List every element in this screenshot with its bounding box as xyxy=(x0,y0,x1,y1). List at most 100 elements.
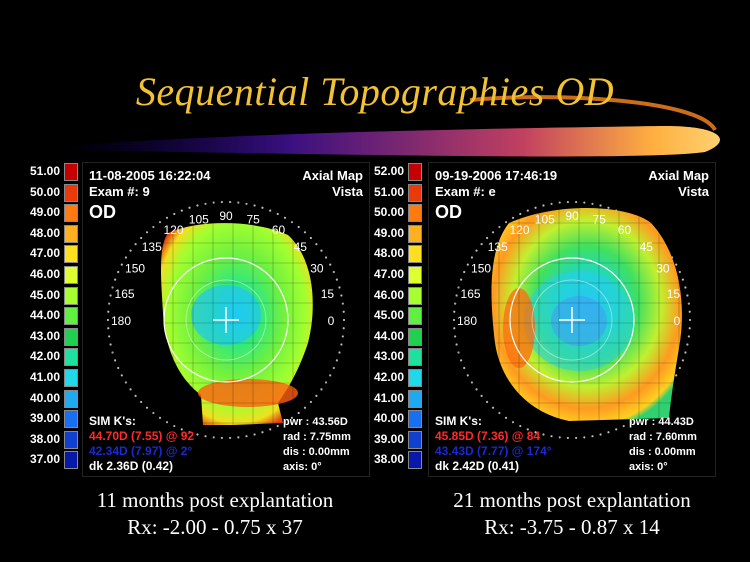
ring-dot xyxy=(519,212,522,216)
rad-value: rad : 7.60mm xyxy=(629,431,697,443)
angle-label: 60 xyxy=(272,223,286,237)
angle-label: 165 xyxy=(115,287,135,301)
ring-dot xyxy=(129,249,132,252)
ring-dot xyxy=(180,428,183,431)
ring-dot xyxy=(106,318,110,322)
ring-dot xyxy=(498,411,501,415)
ring-dot xyxy=(486,236,489,240)
ring-dot xyxy=(111,351,114,354)
ring-dot xyxy=(332,366,335,370)
ring-dot xyxy=(504,221,508,224)
angle-label: 60 xyxy=(618,223,632,237)
scale-row: 40.00 xyxy=(364,409,430,429)
map-type: Axial Map xyxy=(648,168,709,183)
ring-dot xyxy=(269,428,272,431)
sim-dk: dk 2.42D (0.41) xyxy=(435,459,519,473)
ring-dot xyxy=(212,436,215,439)
ring-dot xyxy=(188,206,191,209)
scale-value: 51.00 xyxy=(373,184,404,199)
ring-dot xyxy=(342,327,345,330)
angle-label: 180 xyxy=(457,314,477,328)
ring-dot xyxy=(158,221,162,224)
ring-dot xyxy=(324,381,328,384)
scale-swatch xyxy=(64,183,78,202)
caption-2: 21 months post explantation Rx: -3.75 - … xyxy=(402,487,742,541)
scale-value: 48.00 xyxy=(29,225,60,240)
scale-swatch xyxy=(408,183,422,202)
scale-swatch xyxy=(408,389,422,408)
scale-value: 46.00 xyxy=(29,267,60,281)
scale-value: 51.00 xyxy=(29,164,60,178)
ring-dot xyxy=(297,411,300,415)
scale-swatch xyxy=(64,286,78,305)
ring-dot xyxy=(491,231,495,234)
scale-swatch xyxy=(64,266,78,284)
scale-row: 50.00 xyxy=(364,203,430,223)
scale-value: 49.00 xyxy=(373,225,404,240)
scale-row: 48.00 xyxy=(20,224,86,244)
ring-dot xyxy=(114,278,117,281)
angle-label: 120 xyxy=(163,223,183,237)
ring-dot xyxy=(607,206,610,209)
angle-label: 75 xyxy=(246,213,260,227)
ring-dot xyxy=(145,231,149,234)
scale-swatch xyxy=(408,369,422,387)
ring-dot xyxy=(575,200,578,204)
ring-dot xyxy=(686,343,689,346)
sim-k1: 44.70D (7.55) @ 92 xyxy=(89,429,194,443)
scale-row: 51.00 xyxy=(364,183,430,203)
scale-value: 50.00 xyxy=(29,184,60,199)
scale-swatch xyxy=(64,204,78,223)
axis-value: axis: 0° xyxy=(283,461,322,473)
slide-title: Sequential Topographies OD xyxy=(135,69,615,114)
rad-value: rad : 7.75mm xyxy=(283,431,351,443)
ring-dot xyxy=(117,366,120,370)
scale-row: 48.00 xyxy=(364,244,430,264)
ring-dot xyxy=(678,366,681,370)
ring-dot xyxy=(542,204,545,207)
ring-dot xyxy=(152,411,155,415)
ring-dot xyxy=(324,256,328,259)
ring-dot xyxy=(342,310,345,313)
ring-dot xyxy=(583,201,586,204)
ring-dot xyxy=(120,374,123,377)
ring-dot xyxy=(498,225,501,229)
ring-dot xyxy=(173,212,176,216)
sim-k2: 43.43D (7.77) @ 174° xyxy=(435,444,552,458)
ring-dot xyxy=(566,200,569,204)
scale-swatch xyxy=(64,369,78,387)
ring-dot xyxy=(457,351,460,354)
ring-dot xyxy=(511,216,515,219)
ring-dot xyxy=(108,335,111,338)
angle-label: 0 xyxy=(328,314,335,328)
scale-row: 44.00 xyxy=(364,327,430,347)
ring-dot xyxy=(283,216,287,219)
scale-row: 37.00 xyxy=(20,450,86,470)
scale-value: 43.00 xyxy=(29,328,60,343)
ring-dot xyxy=(455,343,458,346)
ring-dot xyxy=(453,327,456,330)
ring-dot xyxy=(466,374,469,377)
angle-label: 135 xyxy=(142,240,162,254)
ring-dot xyxy=(303,406,307,409)
ring-dot xyxy=(320,388,323,391)
dis-value: dis : 0.00mm xyxy=(629,446,696,458)
scale-swatch xyxy=(64,245,78,264)
ring-dot xyxy=(542,433,545,436)
ring-dot xyxy=(120,263,123,266)
central-zone xyxy=(551,296,607,346)
scale-row: 42.00 xyxy=(364,368,430,388)
scale-row: 38.00 xyxy=(364,450,430,470)
scale-swatch xyxy=(408,245,422,264)
ring-dot xyxy=(534,206,537,209)
ring-dot xyxy=(229,436,232,440)
ring-dot xyxy=(276,424,279,428)
angle-label: 90 xyxy=(219,209,233,223)
scale-swatch xyxy=(64,163,78,181)
ring-dot xyxy=(124,381,128,384)
scale-row: 40.00 xyxy=(20,389,86,409)
scale-value: 42.00 xyxy=(29,349,60,364)
scale-swatch xyxy=(64,389,78,408)
angle-label: 105 xyxy=(189,213,209,227)
sim-dk: dk 2.36D (0.42) xyxy=(89,459,173,473)
